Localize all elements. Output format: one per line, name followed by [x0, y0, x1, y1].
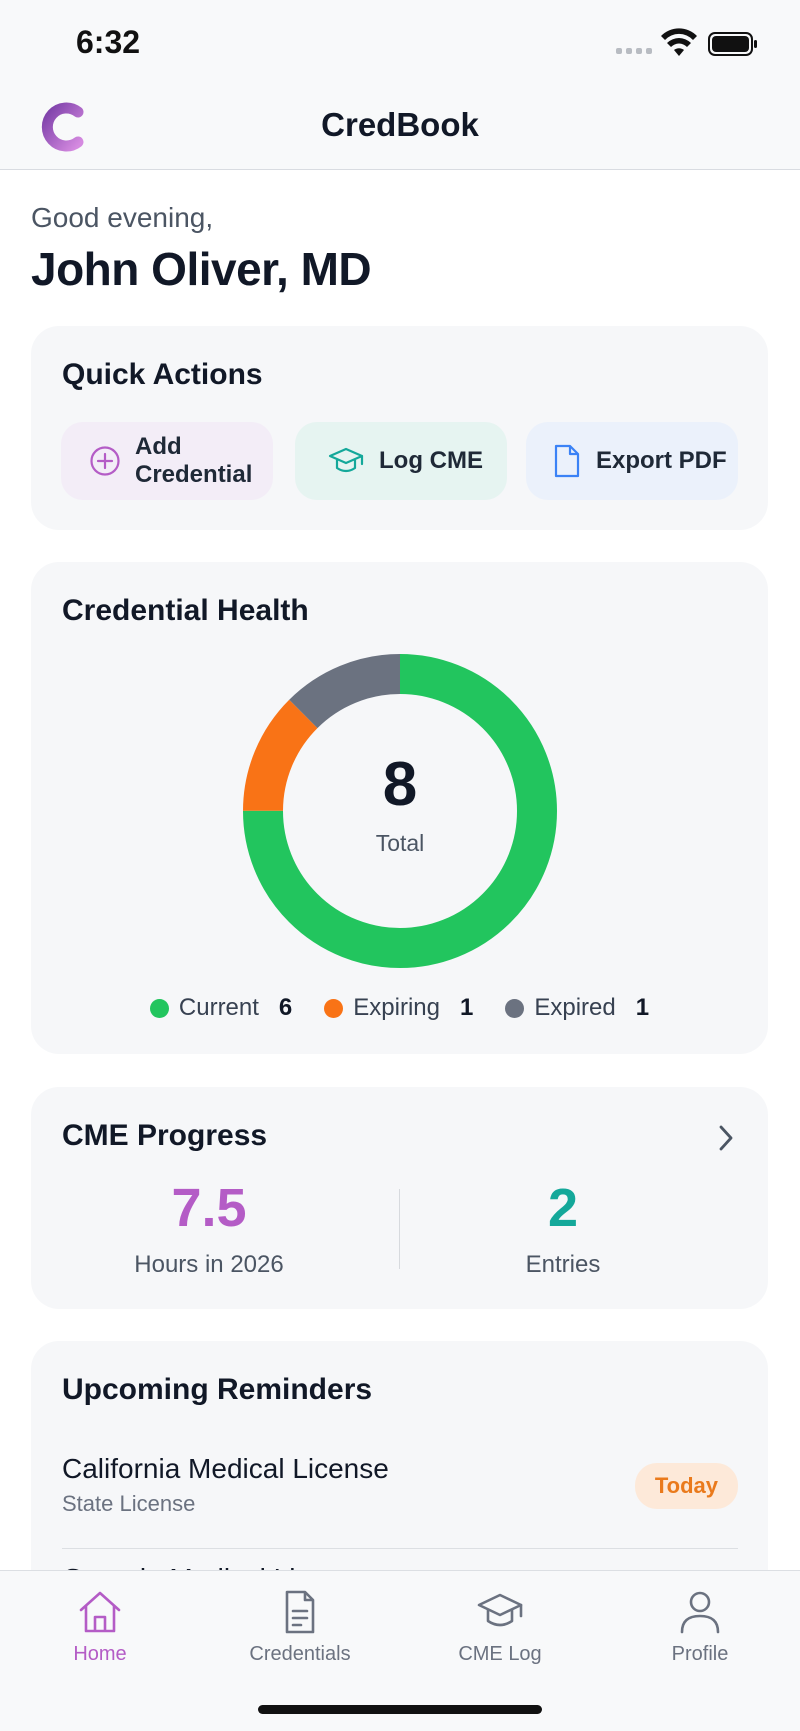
document-icon — [554, 444, 580, 478]
export-pdf-label: Export PDF — [596, 447, 727, 474]
export-pdf-button[interactable]: Export PDF — [526, 422, 738, 500]
greeting-text: Good evening, — [31, 202, 214, 233]
legend-expired: Expired 1 — [505, 994, 649, 1022]
status-bar: 6:32 — [0, 0, 800, 84]
legend-label: Expired — [534, 994, 616, 1021]
document-icon — [285, 1590, 315, 1634]
legend-dot-expired — [505, 998, 525, 1018]
quick-actions-title: Quick Actions — [62, 358, 263, 391]
tab-profile[interactable]: Profile — [630, 1589, 770, 1666]
tab-label: CME Log — [458, 1643, 542, 1665]
tab-cme-log[interactable]: CME Log — [430, 1589, 570, 1666]
battery-icon — [708, 32, 757, 56]
log-cme-label: Log CME — [379, 447, 483, 474]
chevron-right-icon[interactable] — [716, 1123, 736, 1153]
legend-dot-current — [149, 998, 169, 1018]
app-title: CredBook — [321, 106, 479, 143]
total-count: 8 — [382, 749, 418, 819]
graduation-cap-icon — [477, 1593, 523, 1627]
legend-label: Current — [178, 994, 259, 1021]
cme-hours-value: 7.5 — [171, 1178, 247, 1238]
add-credential-button[interactable]: Add Credential — [61, 422, 273, 500]
status-time: 6:32 — [76, 24, 141, 60]
reminder-subtitle: State License — [62, 1491, 196, 1516]
donut-center: 8 Total — [243, 654, 557, 968]
wifi-icon — [661, 28, 697, 56]
legend-count: 1 — [460, 994, 474, 1021]
home-indicator — [258, 1705, 542, 1714]
tab-credentials[interactable]: Credentials — [230, 1589, 370, 1666]
cme-entries-stat: 2 Entries — [413, 1181, 713, 1279]
home-icon — [79, 1591, 121, 1633]
legend-expiring: Expiring 1 — [324, 994, 473, 1022]
cme-entries-value: 2 — [547, 1178, 579, 1238]
donut-segment-expired — [243, 654, 557, 968]
reminder-item[interactable]: California Medical License State License… — [62, 1453, 738, 1549]
total-label: Total — [375, 829, 425, 856]
legend-count: 6 — [278, 994, 293, 1021]
graduation-cap-icon — [328, 447, 364, 473]
cme-progress-card[interactable]: CME Progress 7.5 Hours in 2026 2 Entries — [31, 1087, 768, 1309]
cme-hours-label: Hours in 2026 — [134, 1251, 284, 1278]
legend-count: 1 — [635, 994, 650, 1021]
reminder-due-badge: Today — [634, 1463, 738, 1509]
plus-circle-icon — [90, 446, 120, 476]
add-credential-label: Add Credential — [135, 433, 253, 488]
legend-dot-expiring — [324, 998, 344, 1018]
upcoming-reminders-title: Upcoming Reminders — [62, 1373, 373, 1406]
user-icon — [680, 1591, 720, 1634]
cme-progress-title: CME Progress — [62, 1119, 268, 1152]
divider — [399, 1189, 400, 1269]
credential-health-title: Credential Health — [62, 594, 309, 627]
legend-current: Current 6 — [149, 994, 293, 1022]
quick-actions-card: Quick Actions Add Credential Log CME Exp… — [31, 326, 768, 530]
tab-label: Home — [73, 1643, 127, 1665]
credential-health-donut — [243, 654, 557, 968]
reminder-title: California Medical License — [62, 1453, 389, 1484]
tab-home[interactable]: Home — [30, 1589, 170, 1666]
user-name: John Oliver, MD — [31, 243, 372, 295]
log-cme-button[interactable]: Log CME — [295, 422, 507, 500]
tab-label: Profile — [671, 1643, 729, 1665]
legend-label: Expiring — [353, 994, 440, 1021]
app-logo-icon[interactable] — [38, 102, 84, 152]
cme-entries-label: Entries — [525, 1251, 601, 1278]
health-legend: Current 6 Expiring 1 Expired 1 — [31, 994, 768, 1022]
cellular-signal-icon — [616, 48, 652, 54]
cme-hours-stat: 7.5 Hours in 2026 — [59, 1181, 359, 1279]
nav-bar: CredBook — [0, 84, 800, 170]
credential-health-card: Credential Health 8 Total Current 6 Expi… — [31, 562, 768, 1054]
tab-bar: Home Credentials CME Log Profile — [0, 1570, 800, 1731]
tab-label: Credentials — [249, 1643, 351, 1665]
